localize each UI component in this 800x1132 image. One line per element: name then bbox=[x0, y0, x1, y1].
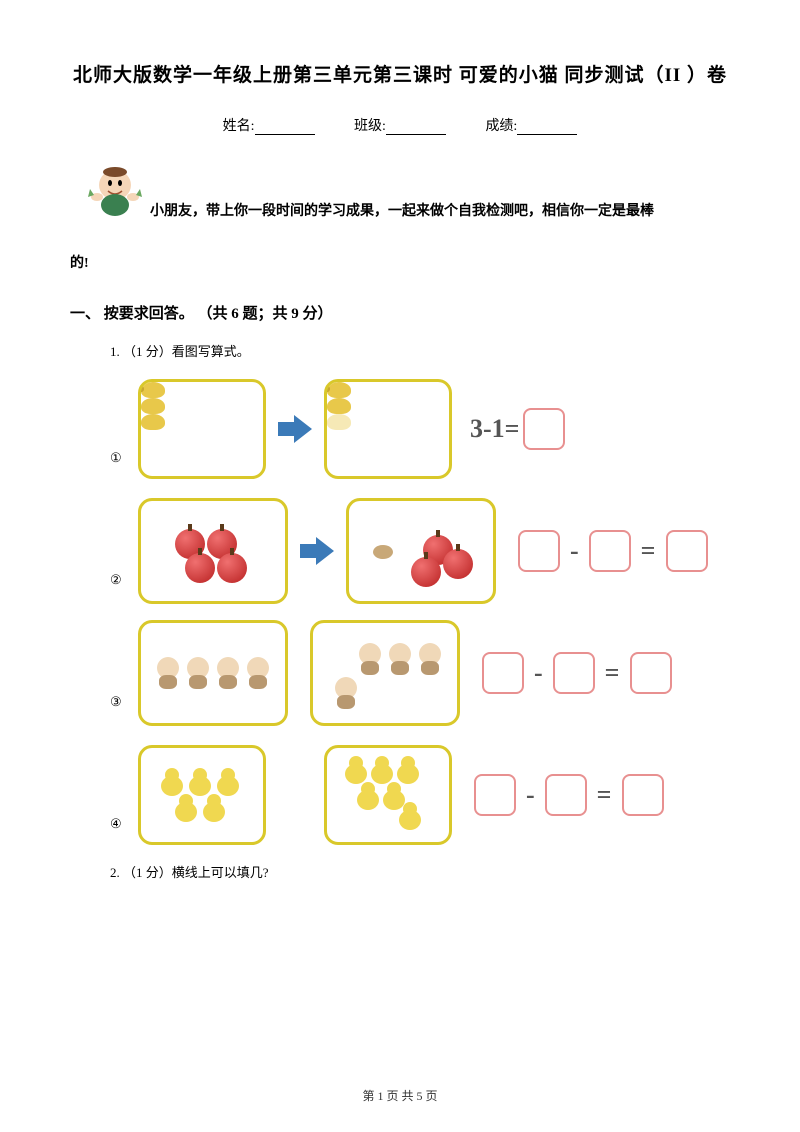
score-label: 成绩: bbox=[485, 119, 517, 134]
answer-box[interactable] bbox=[622, 774, 664, 816]
name-field: 姓名: bbox=[223, 115, 315, 135]
answer-box[interactable] bbox=[630, 652, 672, 694]
student-info-row: 姓名: 班级: 成绩: bbox=[70, 115, 730, 135]
answer-box[interactable] bbox=[523, 408, 565, 450]
intro-row: 小朋友，带上你一段时间的学习成果，一起来做个自我检测吧，相信你一定是最棒 bbox=[70, 159, 730, 229]
answer-box[interactable] bbox=[482, 652, 524, 694]
problem-2-box-right bbox=[346, 498, 496, 604]
answer-box[interactable] bbox=[474, 774, 516, 816]
intro-text-1: 小朋友，带上你一段时间的学习成果，一起来做个自我检测吧，相信你一定是最棒 bbox=[150, 195, 654, 229]
problem-3-box-right bbox=[310, 620, 460, 726]
problem-4-box-left bbox=[138, 745, 266, 845]
problem-2-box-left bbox=[138, 498, 288, 604]
arrow-icon bbox=[274, 411, 316, 447]
problem-3-box-left bbox=[138, 620, 288, 726]
equals-op: = bbox=[605, 658, 620, 688]
problem-2-equation: - = bbox=[514, 530, 712, 572]
section-1-header: 一、 按要求回答。 （共 6 题；共 9 分） bbox=[70, 302, 730, 323]
name-blank[interactable] bbox=[255, 134, 315, 135]
name-label: 姓名: bbox=[223, 119, 255, 134]
answer-box[interactable] bbox=[589, 530, 631, 572]
problem-row-1: ① 3-1= bbox=[110, 374, 730, 484]
problem-1-label: ① bbox=[110, 450, 126, 466]
answer-box[interactable] bbox=[666, 530, 708, 572]
mascot-icon bbox=[80, 159, 150, 219]
minus-op: - bbox=[570, 536, 579, 566]
minus-op: - bbox=[534, 658, 543, 688]
page-title: 北师大版数学一年级上册第三单元第三课时 可爱的小猫 同步测试（II ）卷 bbox=[70, 60, 730, 87]
question-1: 1. （1 分）看图写算式。 bbox=[110, 341, 730, 360]
problem-row-4: ④ - = bbox=[110, 740, 730, 850]
minus-op: - bbox=[526, 780, 535, 810]
class-label: 班级: bbox=[354, 119, 386, 134]
equation-text: 3-1= bbox=[470, 414, 519, 444]
problem-1-box-right bbox=[324, 379, 452, 479]
equals-op: = bbox=[597, 780, 612, 810]
problem-4-box-right bbox=[324, 745, 452, 845]
page-footer: 第 1 页 共 5 页 bbox=[0, 1087, 800, 1104]
equals-op: = bbox=[641, 536, 656, 566]
problem-2-label: ② bbox=[110, 572, 126, 588]
problem-row-3: ③ - = bbox=[110, 618, 730, 728]
score-blank[interactable] bbox=[517, 134, 577, 135]
answer-box[interactable] bbox=[518, 530, 560, 572]
problem-3-equation: - = bbox=[478, 652, 676, 694]
question-2: 2. （1 分）横线上可以填几? bbox=[110, 862, 730, 881]
problem-3-label: ③ bbox=[110, 694, 126, 710]
problem-1-equation: 3-1= bbox=[470, 408, 569, 450]
answer-box[interactable] bbox=[545, 774, 587, 816]
problem-4-label: ④ bbox=[110, 816, 126, 832]
score-field: 成绩: bbox=[485, 115, 577, 135]
answer-box[interactable] bbox=[553, 652, 595, 694]
problem-4-equation: - = bbox=[470, 774, 668, 816]
class-field: 班级: bbox=[354, 115, 446, 135]
arrow-icon bbox=[296, 533, 338, 569]
intro-text-2: 的! bbox=[70, 247, 730, 281]
problem-1-box-left bbox=[138, 379, 266, 479]
problem-row-2: ② - = bbox=[110, 496, 730, 606]
class-blank[interactable] bbox=[386, 134, 446, 135]
